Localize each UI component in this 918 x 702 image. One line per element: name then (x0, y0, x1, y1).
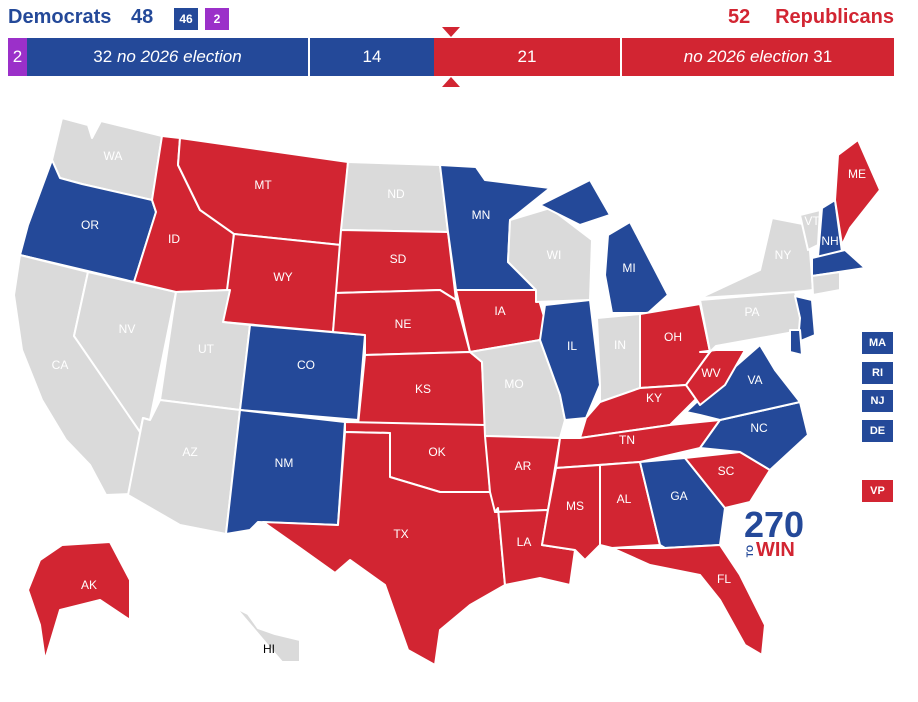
bar-rep-safe-text: no 2026 election (683, 47, 809, 66)
label-sc: SC (718, 464, 735, 478)
state-tx[interactable] (262, 431, 506, 666)
label-fl: FL (717, 572, 731, 586)
small-state-nj[interactable]: NJ (862, 390, 893, 412)
state-fl[interactable] (611, 544, 766, 656)
republicans-total: 52 (728, 6, 751, 28)
small-state-ri[interactable]: RI (862, 362, 893, 384)
majority-marker-top (442, 27, 460, 37)
state-labels: WA OR CA NV ID MT WY UT AZ CO NM ND SD N… (52, 149, 866, 656)
label-mi: MI (622, 261, 635, 275)
small-state-ma[interactable]: MA (862, 332, 893, 354)
state-hi[interactable] (235, 607, 301, 663)
label-ga: GA (670, 489, 687, 503)
label-nh: NH (821, 234, 838, 248)
logo-win: WIN (756, 539, 795, 561)
republicans-label: Republicans (775, 6, 894, 28)
bar-dem-safe-count: 32 (93, 47, 113, 66)
label-mt: MT (254, 178, 272, 192)
label-az: AZ (182, 445, 197, 459)
label-ks: KS (415, 382, 431, 396)
label-nm: NM (275, 456, 294, 470)
democrats-held-badge: 46 (174, 8, 198, 30)
label-ca: CA (52, 358, 69, 372)
state-ny[interactable] (699, 217, 814, 299)
label-hi: HI (263, 642, 275, 656)
label-va: VA (747, 373, 762, 387)
state-il[interactable] (539, 299, 601, 421)
label-co: CO (297, 358, 315, 372)
label-la: LA (517, 535, 532, 549)
independents-badge: 2 (205, 8, 229, 30)
label-pa: PA (744, 305, 759, 319)
bar-rep-safe-count: 31 (813, 47, 833, 66)
label-ar: AR (515, 459, 532, 473)
majority-marker-bottom (442, 77, 460, 87)
label-ak: AK (81, 578, 97, 592)
label-tx: TX (393, 527, 408, 541)
state-ct[interactable] (811, 271, 841, 296)
label-ms: MS (566, 499, 584, 513)
label-in: IN (614, 338, 626, 352)
label-ne: NE (395, 317, 412, 331)
label-ut: UT (198, 342, 215, 356)
label-wy: WY (273, 270, 292, 284)
state-me[interactable] (834, 139, 881, 246)
state-mi[interactable] (604, 221, 669, 314)
label-ny: NY (775, 248, 792, 262)
state-ak[interactable] (27, 541, 131, 661)
label-al: AL (617, 492, 632, 506)
label-ky: KY (646, 391, 662, 405)
label-ia: IA (494, 304, 505, 318)
label-wi: WI (547, 248, 562, 262)
small-state-de[interactable]: DE (862, 420, 893, 442)
state-nm[interactable] (225, 409, 346, 535)
bar-independent: 2 (8, 38, 27, 76)
label-me: ME (848, 167, 866, 181)
state-az[interactable] (127, 399, 241, 535)
state-ma[interactable] (811, 249, 866, 277)
label-mn: MN (472, 208, 491, 222)
bar-dem-up: 14 (310, 38, 434, 76)
label-nv: NV (119, 322, 136, 336)
label-wa: WA (104, 149, 123, 163)
label-id: ID (168, 232, 180, 246)
label-vt: VT (804, 214, 820, 228)
label-sd: SD (390, 252, 407, 266)
label-or: OR (81, 218, 99, 232)
label-ok: OK (428, 445, 445, 459)
state-de[interactable] (789, 329, 803, 356)
democrats-total: 48 (131, 6, 154, 28)
state-co[interactable] (239, 324, 366, 421)
vice-president-box[interactable]: VP (862, 480, 893, 502)
logo-to: TO (745, 545, 755, 558)
label-nd: ND (387, 187, 405, 201)
logo-270towin: 270 TO WIN (744, 504, 805, 561)
state-in[interactable] (596, 313, 641, 403)
label-nc: NC (750, 421, 768, 435)
label-mo: MO (504, 377, 523, 391)
state-mi-upper[interactable] (539, 179, 611, 226)
label-oh: OH (664, 330, 682, 344)
label-tn: TN (619, 433, 635, 447)
state-ar[interactable] (484, 435, 561, 513)
label-il: IL (567, 339, 577, 353)
logo-number: 270 (744, 504, 805, 545)
bar-rep-up: 21 (434, 38, 620, 76)
state-wv[interactable] (685, 349, 746, 406)
label-wv: WV (701, 366, 720, 380)
bar-rep-no-election: no 2026 election 31 (622, 38, 894, 76)
bar-dem-safe-text: no 2026 election (116, 47, 242, 66)
democrats-label: Democrats (8, 6, 112, 28)
state-sc[interactable] (684, 451, 771, 509)
bar-dem-no-election: 32 no 2026 election (27, 38, 308, 76)
